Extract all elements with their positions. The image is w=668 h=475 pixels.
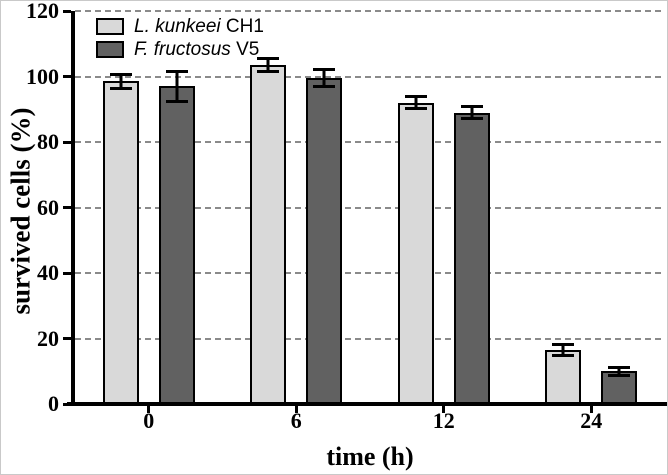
error-bar-cap-top bbox=[109, 73, 132, 77]
error-bar-stem bbox=[561, 343, 565, 357]
bar-f-fructosus-12h bbox=[453, 112, 490, 404]
y-tick-40 bbox=[63, 271, 71, 275]
legend-swatch-l-kunkeei bbox=[96, 18, 124, 35]
error-bar-stem bbox=[322, 68, 326, 88]
strain-name: CH1 bbox=[225, 16, 264, 37]
legend: L. kunkeei CH1 F. fructosus V5 bbox=[96, 17, 264, 59]
x-tick-label-24: 24 bbox=[580, 408, 603, 433]
y-tick-label-20: 20 bbox=[37, 325, 59, 351]
x-tick-24 bbox=[589, 406, 593, 413]
y-tick-label-100: 100 bbox=[26, 63, 59, 89]
legend-item-l-kunkeei: L. kunkeei CH1 bbox=[96, 17, 264, 36]
y-tick-60 bbox=[63, 206, 71, 209]
x-axis-line bbox=[67, 402, 667, 406]
bar-l-kunkeei-24h bbox=[545, 349, 582, 404]
species-name: L. kunkeei bbox=[134, 16, 221, 37]
error-bar-cap-top bbox=[608, 365, 631, 369]
error-bar-stem bbox=[470, 104, 474, 121]
legend-label-f-fructosus: F. fructosus V5 bbox=[134, 40, 259, 59]
gridline-40 bbox=[75, 272, 665, 274]
error-bar-cap-top bbox=[404, 95, 427, 99]
x-tick-label-12: 12 bbox=[432, 408, 455, 433]
error-bar-f-fructosus-12h bbox=[460, 104, 483, 121]
bar-l-kunkeei-0h bbox=[102, 81, 139, 404]
x-tick-label-6: 6 bbox=[290, 408, 302, 433]
error-bar-cap-top bbox=[313, 68, 336, 72]
x-tick-0 bbox=[147, 406, 151, 413]
y-axis-line bbox=[71, 11, 75, 406]
error-bar-stem bbox=[617, 365, 621, 377]
x-tick-label-0: 0 bbox=[143, 408, 155, 433]
bar-l-kunkeei-6h bbox=[250, 65, 287, 404]
gridline-120 bbox=[75, 10, 665, 12]
error-bar-cap-bottom bbox=[608, 373, 631, 377]
strain-name: V5 bbox=[236, 39, 260, 60]
y-tick-label-120: 120 bbox=[26, 0, 59, 23]
error-bar-l-kunkeei-24h bbox=[552, 343, 575, 357]
y-tick-label-40: 40 bbox=[37, 260, 59, 285]
y-tick-label-80: 80 bbox=[37, 129, 59, 154]
error-bar-cap-bottom bbox=[404, 107, 427, 111]
error-bar-cap-top bbox=[257, 56, 280, 60]
gridline-100 bbox=[75, 75, 665, 78]
bar-l-kunkeei-12h bbox=[397, 102, 434, 404]
error-bar-f-fructosus-6h bbox=[313, 68, 336, 88]
error-bar-stem bbox=[266, 56, 270, 74]
error-bar-l-kunkeei-6h bbox=[257, 56, 280, 74]
bar-f-fructosus-6h bbox=[306, 78, 343, 404]
error-bar-cap-bottom bbox=[109, 86, 132, 90]
x-tick-12 bbox=[442, 406, 446, 413]
error-bar-stem bbox=[119, 73, 123, 90]
error-bar-cap-bottom bbox=[257, 70, 280, 74]
x-axis-title: time (h) bbox=[326, 442, 414, 471]
legend-label-l-kunkeei: L. kunkeei CH1 bbox=[134, 17, 264, 36]
y-tick-label-0: 0 bbox=[48, 391, 59, 416]
y-tick-20 bbox=[63, 337, 71, 340]
error-bar-f-fructosus-0h bbox=[165, 69, 188, 103]
error-bar-cap-top bbox=[552, 343, 575, 347]
x-tick-6 bbox=[294, 406, 298, 413]
y-tick-label-60: 60 bbox=[37, 194, 59, 220]
error-bar-stem bbox=[414, 95, 418, 111]
gridline-60 bbox=[75, 206, 665, 209]
bar-f-fructosus-0h bbox=[158, 86, 195, 404]
gridline-20 bbox=[75, 337, 665, 340]
error-bar-cap-top bbox=[460, 104, 483, 108]
error-bar-stem bbox=[175, 69, 179, 103]
gridline-80 bbox=[75, 141, 665, 143]
error-bar-f-fructosus-24h bbox=[608, 365, 631, 377]
error-bar-cap-bottom bbox=[460, 117, 483, 121]
y-tick-120 bbox=[63, 9, 71, 13]
legend-item-f-fructosus: F. fructosus V5 bbox=[96, 40, 264, 59]
error-bar-cap-top bbox=[165, 69, 188, 73]
error-bar-cap-bottom bbox=[552, 353, 575, 357]
error-bar-cap-bottom bbox=[313, 84, 336, 88]
species-name: F. fructosus bbox=[134, 39, 231, 60]
error-bar-cap-bottom bbox=[165, 99, 188, 103]
y-tick-100 bbox=[63, 75, 71, 78]
error-bar-l-kunkeei-0h bbox=[109, 73, 132, 90]
error-bar-l-kunkeei-12h bbox=[404, 95, 427, 111]
legend-swatch-f-fructosus bbox=[96, 41, 124, 58]
y-tick-80 bbox=[63, 140, 71, 144]
